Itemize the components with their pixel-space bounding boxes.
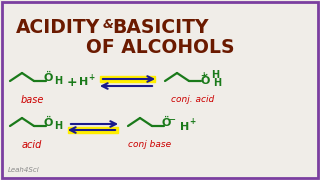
Text: H: H (211, 70, 219, 80)
Text: Ö: Ö (200, 76, 210, 86)
Text: +: + (189, 118, 195, 127)
FancyBboxPatch shape (100, 76, 155, 82)
Text: +: + (200, 71, 206, 80)
Text: OF ALCOHOLS: OF ALCOHOLS (86, 38, 234, 57)
Text: Ö: Ö (43, 118, 53, 128)
Text: H: H (213, 78, 221, 88)
Text: Leah4Sci: Leah4Sci (8, 167, 40, 173)
Text: Ö: Ö (43, 73, 53, 83)
Text: base: base (20, 95, 44, 105)
FancyBboxPatch shape (68, 127, 118, 133)
Text: H: H (180, 122, 190, 132)
Text: +: + (88, 73, 94, 82)
Text: ACIDITY: ACIDITY (16, 18, 100, 37)
Text: acid: acid (22, 140, 42, 150)
Text: +: + (67, 75, 77, 89)
Text: conj. acid: conj. acid (172, 95, 215, 104)
Text: −: − (169, 116, 175, 125)
Text: BASICITY: BASICITY (112, 18, 209, 37)
Text: &: & (103, 18, 114, 31)
Text: Ö: Ö (161, 118, 171, 128)
Text: H: H (54, 76, 62, 86)
Text: H: H (79, 77, 89, 87)
Text: H: H (54, 121, 62, 131)
Text: conj base: conj base (128, 140, 172, 149)
